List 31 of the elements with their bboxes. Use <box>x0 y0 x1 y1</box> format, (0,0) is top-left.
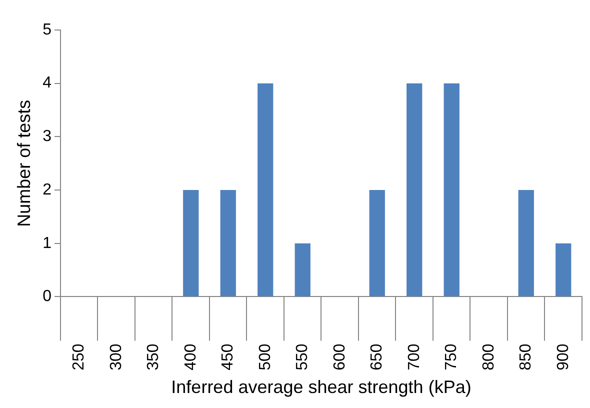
bar <box>220 190 236 296</box>
bar <box>406 83 422 296</box>
y-axis-title: Number of tests <box>14 100 34 227</box>
x-tick-label: 300 <box>108 344 125 370</box>
y-tick-label: 3 <box>42 128 52 146</box>
x-tick-label: 550 <box>294 344 312 370</box>
x-tick-label: 750 <box>443 344 460 370</box>
y-tick-label: 0 <box>42 288 52 306</box>
bar <box>258 83 274 296</box>
bar <box>294 243 310 296</box>
y-tick-label: 2 <box>42 181 52 198</box>
x-axis-title: Inferred average shear strength (kPa) <box>171 377 472 398</box>
bar <box>518 190 534 296</box>
x-tick-label: 600 <box>331 344 348 370</box>
x-tick-label: 250 <box>70 344 88 370</box>
bar <box>556 243 572 296</box>
x-tick-label: 400 <box>182 344 200 370</box>
y-tick-label: 5 <box>42 21 52 38</box>
x-tick-label: 650 <box>368 344 386 370</box>
y-tick-label: 1 <box>42 234 52 252</box>
y-tick-label: 4 <box>42 74 52 92</box>
x-tick-label: 850 <box>518 344 535 370</box>
x-tick-label: 450 <box>220 344 237 370</box>
x-tick-label: 800 <box>480 344 498 370</box>
x-tick-label: 350 <box>145 344 162 370</box>
x-tick-label: 900 <box>554 344 572 370</box>
bar <box>444 83 460 296</box>
x-tick-label: 500 <box>256 344 274 370</box>
bar <box>369 190 385 296</box>
x-tick-label: 700 <box>406 344 423 370</box>
bar <box>183 190 199 296</box>
